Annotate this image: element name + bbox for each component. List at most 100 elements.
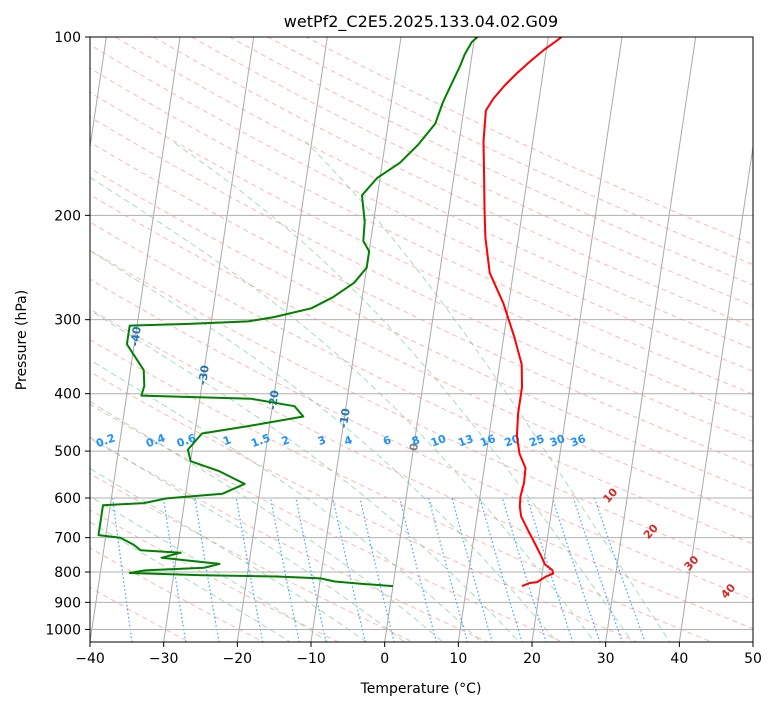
mixing-ratio-label: 1.5 bbox=[249, 431, 272, 450]
plot-frame bbox=[89, 36, 754, 643]
y-tick-label: 400 bbox=[54, 387, 81, 403]
moist-adiabat bbox=[90, 436, 406, 642]
dry-adiabat bbox=[90, 547, 265, 642]
isotherm-label: -60 bbox=[0, 238, 10, 260]
y-tick-label: 700 bbox=[54, 531, 81, 547]
skewed-isotherm bbox=[752, 638, 753, 642]
skewed-isotherm bbox=[90, 37, 107, 151]
skewed-isotherm bbox=[457, 37, 549, 642]
x-tick-label: 0 bbox=[380, 651, 389, 667]
skewed-isotherm bbox=[90, 37, 181, 642]
dry-adiabat-label: 10 bbox=[600, 485, 620, 505]
mixing-ratio-line bbox=[594, 497, 646, 642]
mixing-ratio-line bbox=[295, 497, 327, 642]
y-tick-label: 600 bbox=[54, 491, 81, 507]
mixing-ratio-label: 13 bbox=[456, 432, 475, 449]
dry-adiabat bbox=[90, 473, 415, 642]
skewed-isotherm bbox=[384, 37, 476, 642]
x-tick-label: 50 bbox=[744, 651, 762, 667]
mixing-ratio-line bbox=[194, 497, 220, 642]
moist-adiabat bbox=[172, 140, 633, 642]
dry-adiabat bbox=[304, 37, 753, 246]
dry-adiabat bbox=[228, 37, 753, 286]
x-tick-label: 30 bbox=[597, 651, 615, 667]
dry-adiabat-label: 20 bbox=[641, 521, 661, 541]
isotherm-label: -20 bbox=[266, 389, 282, 411]
y-tick-label: 800 bbox=[54, 565, 81, 581]
mixing-ratio-line bbox=[399, 497, 438, 642]
mixing-ratio-label: 16 bbox=[478, 432, 497, 450]
moist-adiabat bbox=[90, 359, 482, 642]
y-axis-ticks: 100 200 300 400 500 600 700 800 900 1000 bbox=[45, 30, 90, 638]
x-tick-label: −30 bbox=[149, 651, 179, 667]
y-tick-label: 100 bbox=[54, 30, 81, 46]
x-tick-label: 10 bbox=[449, 651, 467, 667]
moist-adiabat bbox=[90, 400, 444, 642]
x-tick-label: 20 bbox=[523, 651, 541, 667]
mixing-ratio-line bbox=[270, 497, 300, 642]
skewed-isotherm bbox=[678, 143, 753, 642]
moist-adiabat bbox=[90, 176, 596, 642]
y-axis-label: Pressure (hPa) bbox=[14, 290, 30, 390]
moist-adiabat bbox=[90, 250, 558, 642]
y-tick-label: 500 bbox=[54, 444, 81, 460]
mixing-ratio-label: 1 bbox=[221, 433, 233, 448]
x-tick-label: −40 bbox=[75, 651, 105, 667]
skewed-isotherm bbox=[310, 37, 402, 642]
mixing-ratio-labels: 0.1 0.2 0.4 0.6 1 1.5 2 3 4 6 8 10 13 16 20 25 30 36 bbox=[94, 431, 588, 450]
dry-adiabat-label: 40 bbox=[718, 581, 738, 601]
mixing-ratio-line bbox=[526, 497, 574, 642]
dry-adiabat bbox=[90, 91, 753, 419]
isotherm-labels: -100-90-80-70-60-50-40-30-20-100 bbox=[0, 238, 421, 452]
profile-lines bbox=[97, 37, 563, 588]
x-tick-label: −10 bbox=[296, 651, 326, 667]
skewed-isotherm bbox=[531, 37, 623, 642]
chart-title: wetPf2_C2E5.2025.133.04.02.G09 bbox=[284, 12, 558, 32]
mixing-ratio-label: 0.2 bbox=[94, 431, 117, 450]
mixing-ratio-label: 10 bbox=[429, 432, 448, 450]
mixing-ratio-label: 4 bbox=[343, 433, 355, 448]
isotherm-label: 0 bbox=[407, 442, 421, 452]
y-tick-label: 1000 bbox=[45, 622, 81, 638]
mixing-ratio-line bbox=[359, 497, 395, 642]
mixing-ratio-label: 3 bbox=[316, 433, 328, 448]
dry-adiabat bbox=[114, 37, 753, 350]
background-lines bbox=[90, 37, 753, 642]
dry-adiabat bbox=[90, 308, 753, 630]
dry-adiabat bbox=[90, 403, 564, 642]
moist-adiabat bbox=[90, 495, 330, 642]
y-tick-label: 900 bbox=[54, 595, 81, 611]
y-tick-label: 200 bbox=[54, 208, 81, 224]
mixing-ratio-label: 8 bbox=[410, 433, 422, 448]
x-axis-label: Temperature (°C) bbox=[360, 681, 482, 697]
dry-adiabat bbox=[152, 37, 753, 328]
isotherm-label: -40 bbox=[128, 325, 144, 347]
x-tick-label: 40 bbox=[670, 651, 688, 667]
isotherm-label: -50 bbox=[60, 289, 76, 311]
dry-adiabat bbox=[90, 44, 753, 372]
mixing-ratio-line bbox=[501, 497, 547, 642]
temperature-profile-line bbox=[482, 37, 563, 588]
x-tick-label: −20 bbox=[223, 651, 253, 667]
mixing-ratio-label: 6 bbox=[381, 433, 393, 448]
moist-adiabat bbox=[90, 521, 292, 642]
mixing-ratio-line bbox=[551, 497, 601, 642]
mixing-ratio-line bbox=[572, 497, 624, 642]
x-axis-ticks: −40 −30 −20 −10 0 10 20 30 40 50 bbox=[75, 642, 762, 667]
mixing-ratio-line bbox=[451, 497, 493, 642]
mixing-ratio-label: 2 bbox=[280, 433, 292, 448]
mixing-ratio-line bbox=[332, 497, 366, 642]
dry-adiabat bbox=[90, 141, 753, 467]
mixing-ratio-line bbox=[479, 497, 523, 642]
mixing-ratio-label: 0.4 bbox=[144, 431, 167, 450]
y-tick-label: 300 bbox=[54, 313, 81, 329]
mixing-ratio-label: 25 bbox=[527, 432, 546, 449]
dry-adiabat-label: 30 bbox=[682, 553, 702, 573]
isotherm-label: -30 bbox=[196, 364, 212, 386]
mixing-ratio-label: 30 bbox=[548, 432, 567, 450]
mixing-ratio-line bbox=[235, 497, 264, 642]
dry-adiabat bbox=[90, 371, 639, 642]
dry-adiabat bbox=[90, 249, 753, 572]
dry-adiabat bbox=[90, 509, 340, 642]
moist-adiabat bbox=[304, 140, 671, 642]
